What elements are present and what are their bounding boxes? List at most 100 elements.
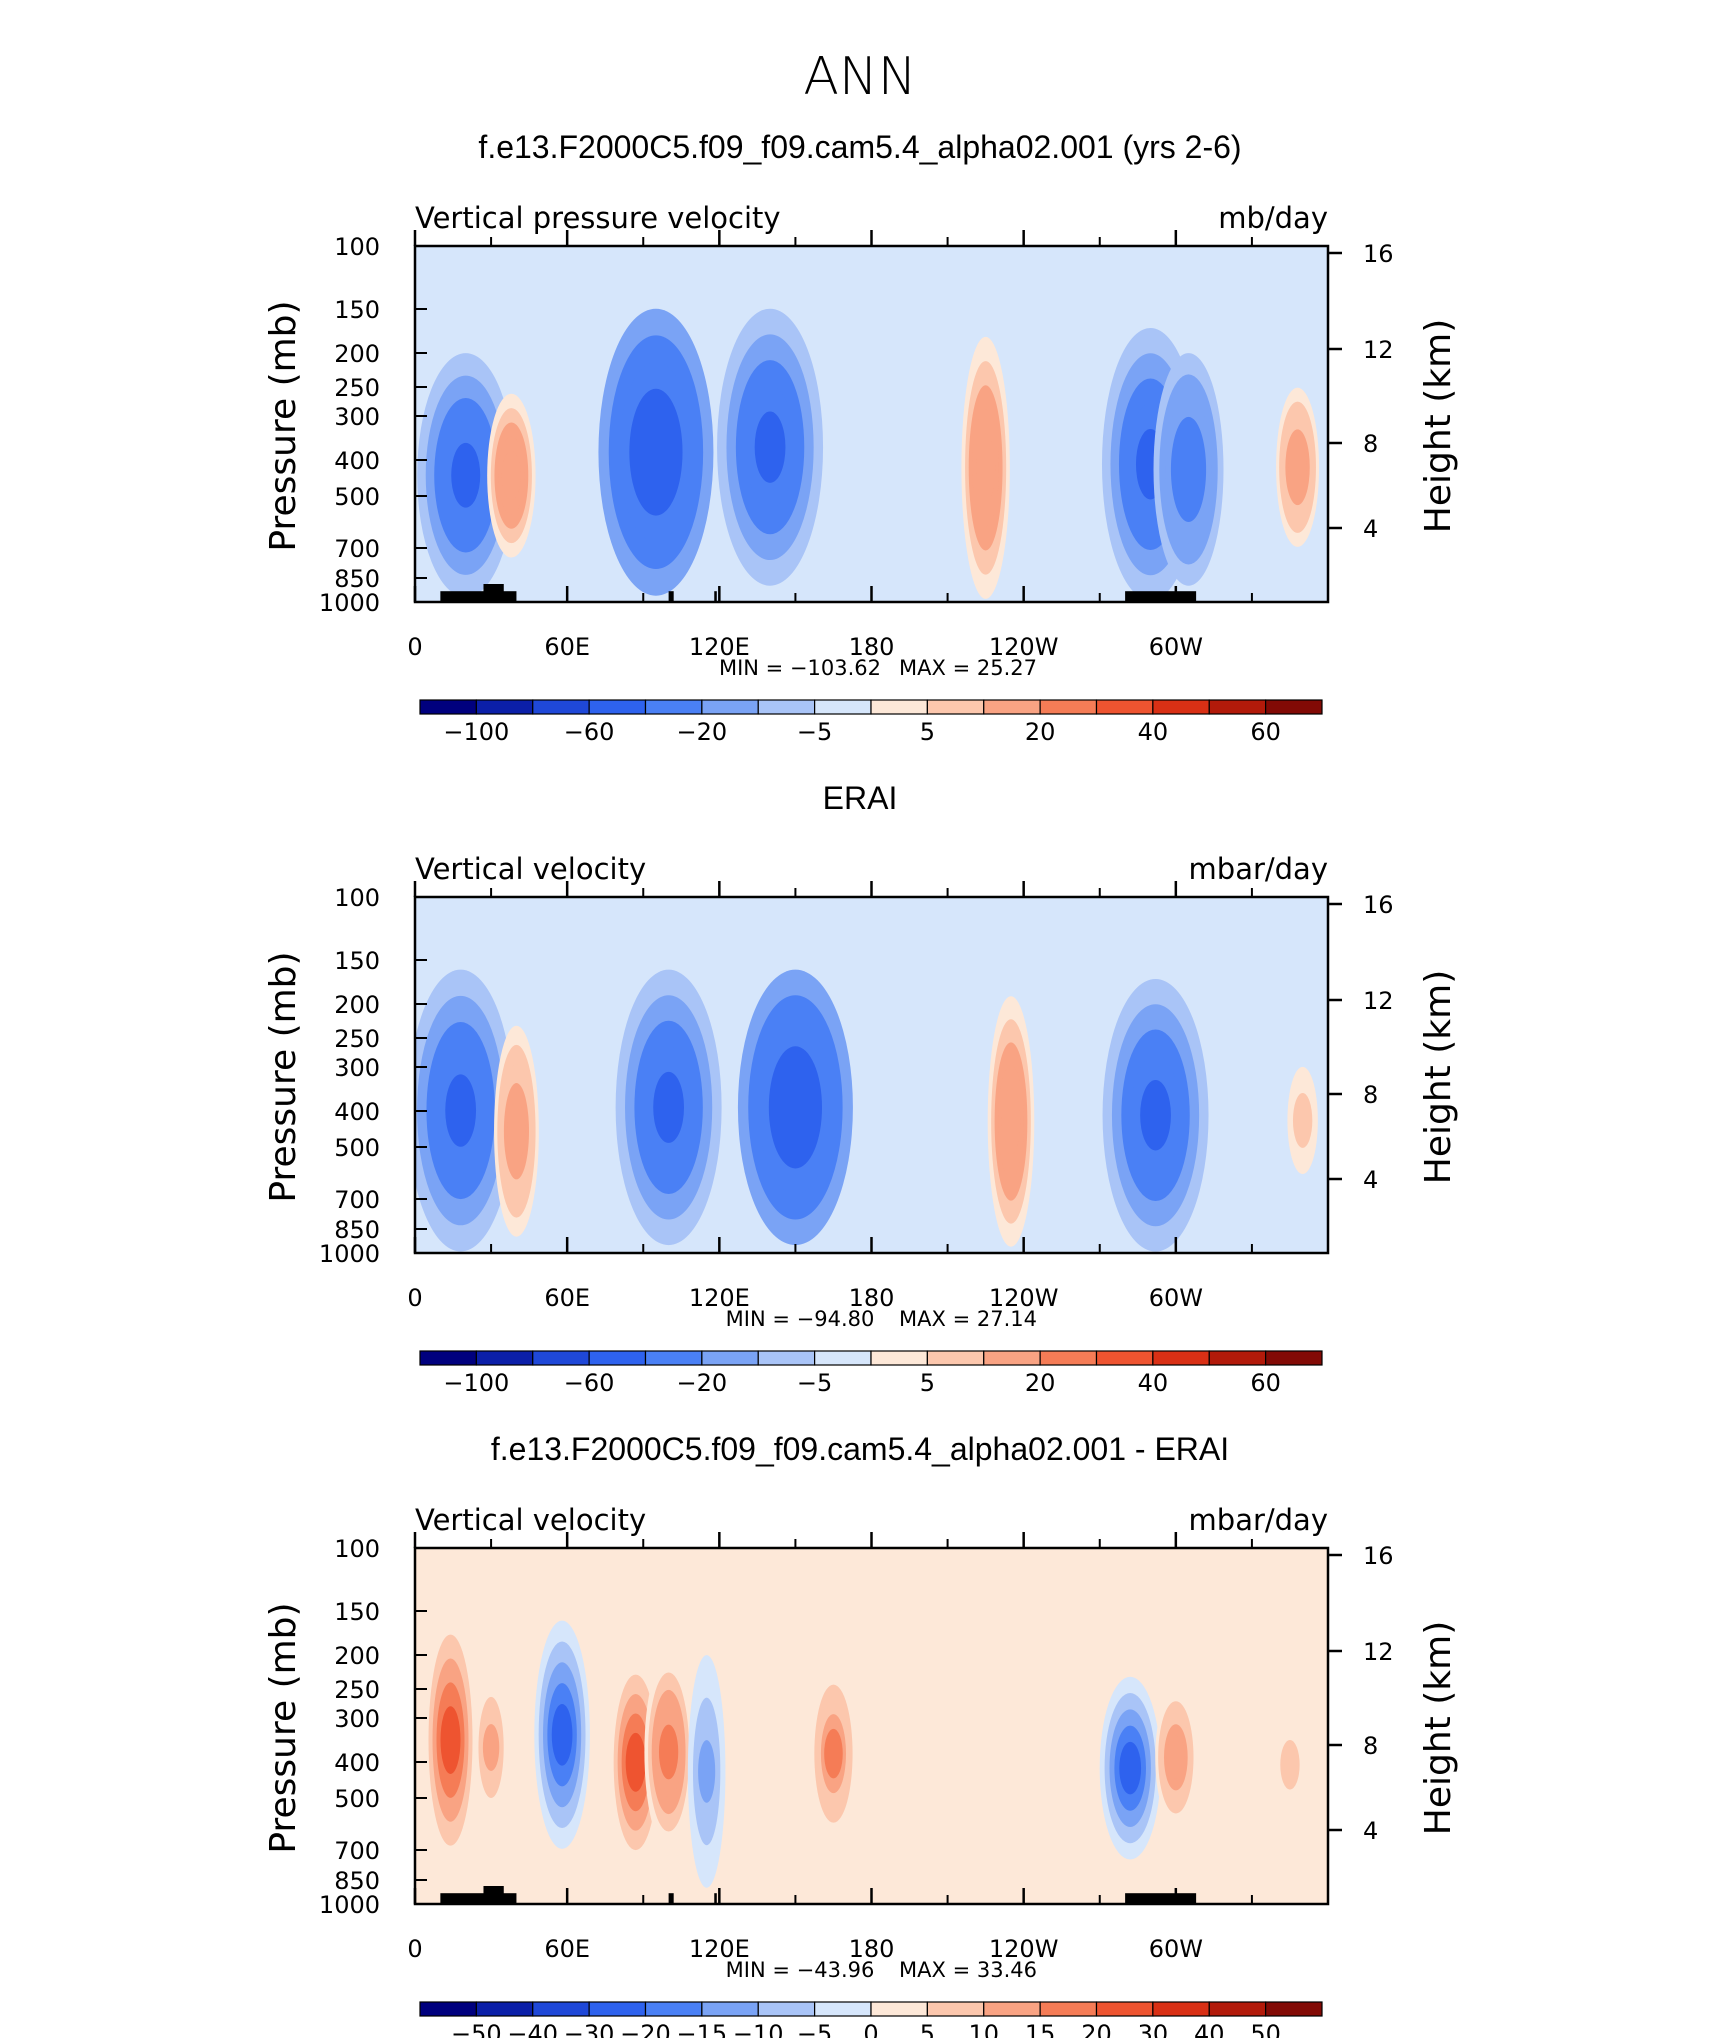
feature-2 <box>487 393 536 558</box>
land-block <box>440 1893 517 1904</box>
y-tick-label: 250 <box>334 374 380 402</box>
contour-band <box>440 1706 461 1774</box>
colorbar-swatch <box>983 699 1041 715</box>
x-tick-label: 120E <box>689 1935 750 1963</box>
x-tick-label: 180 <box>849 1935 895 1963</box>
land-block <box>1125 1893 1197 1904</box>
contour-band <box>1140 1080 1171 1151</box>
x-tick-label: 120E <box>689 633 750 661</box>
y-tick-label: 1000 <box>319 1891 380 1919</box>
colorbar-tick-label: −100 <box>443 1369 509 1397</box>
colorbar-swatch <box>644 1350 703 1366</box>
contour-band <box>975 433 996 503</box>
contour-band <box>658 1724 679 1780</box>
y-axis-label: Pressure (mb) <box>263 1602 304 1853</box>
y-tick-label: 300 <box>334 1705 380 1733</box>
feature-5 <box>644 1655 693 1849</box>
y-axis-label-right: Height (km) <box>1418 319 1459 533</box>
colorbar-tick-label: 40 <box>1138 1369 1169 1397</box>
panel-2: ERAI Vertical velocity mbar/day 0 60E 120E 180… <box>263 780 1459 1397</box>
y-tick-label: 500 <box>334 483 380 511</box>
x-tick-label: 60E <box>544 633 590 661</box>
colorbar-swatch <box>983 1350 1041 1366</box>
colorbar-swatch <box>588 2001 647 2017</box>
land-mask <box>440 1886 1197 1904</box>
colorbar-swatch <box>1152 699 1210 715</box>
y-right-tick-label: 8 <box>1363 1081 1378 1109</box>
colorbar-tick-label: −15 <box>677 2020 728 2038</box>
y-axis-label-right: Height (km) <box>1418 970 1459 1184</box>
colorbar-swatch <box>1208 1350 1267 1366</box>
x-tick-label: 180 <box>849 633 895 661</box>
y-tick-label: 300 <box>334 1054 380 1082</box>
colorbar-tick-label: −5 <box>797 718 832 746</box>
x-tick-label: 60W <box>1149 1284 1203 1312</box>
colorbar-swatch <box>1265 1350 1323 1366</box>
y-axis-label: Pressure (mb) <box>263 300 304 551</box>
feature-7 <box>1287 1066 1318 1175</box>
colorbar-swatch <box>1208 699 1267 715</box>
colorbar-swatch <box>475 2001 534 2017</box>
land-block <box>1125 591 1197 602</box>
colorbar-tick-label: −10 <box>733 2020 784 2038</box>
units-label: mbar/day <box>1189 1503 1328 1537</box>
land-block <box>668 591 674 602</box>
feature-6 <box>687 1655 726 1888</box>
colorbar-swatch <box>757 699 816 715</box>
y-tick-label: 700 <box>334 1837 380 1865</box>
colorbar-tick-label: 10 <box>968 2020 999 2038</box>
colorbar-swatch <box>757 2001 816 2017</box>
land-block <box>440 591 517 602</box>
colorbar-tick-label: 20 <box>1025 1369 1056 1397</box>
colorbar-tick-label: −60 <box>564 1369 615 1397</box>
panel-title: f.e13.F2000C5.f09_f09.cam5.4_alpha02.001… <box>478 129 1241 165</box>
feature-8 <box>1099 1676 1161 1860</box>
colorbar-swatch <box>701 2001 759 2017</box>
colorbar-swatch <box>588 1350 647 1366</box>
contour-band <box>824 1728 843 1779</box>
colorbar-swatch <box>532 699 590 715</box>
panel-title: ERAI <box>823 780 898 816</box>
land-block <box>668 1893 674 1904</box>
x-tick-label: 60W <box>1149 1935 1203 1963</box>
colorbar-tick-label: 30 <box>1138 2020 1169 2038</box>
feature-3 <box>615 969 722 1246</box>
y-tick-label: 400 <box>334 1098 380 1126</box>
colorbar-swatch <box>1152 1350 1210 1366</box>
x-tick-label: 0 <box>407 633 422 661</box>
x-tick-label: 120E <box>689 1284 750 1312</box>
colorbar-swatch <box>475 699 534 715</box>
feature-10 <box>1274 1717 1306 1812</box>
y-tick-label: 150 <box>334 296 380 324</box>
land-mask <box>440 584 1197 602</box>
y-tick-label: 200 <box>334 991 380 1019</box>
colorbar-swatch <box>1265 699 1323 715</box>
y-tick-label: 850 <box>334 565 380 593</box>
x-tick-label: 0 <box>407 1284 422 1312</box>
land-block <box>483 584 504 602</box>
feature-7 <box>811 1669 856 1838</box>
panel-1: f.e13.F2000C5.f09_f09.cam5.4_alpha02.001… <box>263 129 1459 746</box>
contour-band <box>639 415 673 489</box>
y-tick-label: 400 <box>334 447 380 475</box>
y-right-tick-label: 16 <box>1363 891 1394 919</box>
min-label: MIN = −43.96 <box>726 1958 875 1982</box>
y-tick-label: 200 <box>334 340 380 368</box>
contour-band <box>1001 1088 1021 1155</box>
y-tick-label: 500 <box>334 1785 380 1813</box>
units-label: mb/day <box>1218 201 1328 235</box>
colorbar-tick-label: −20 <box>620 2020 671 2038</box>
colorbar-swatch <box>926 1350 985 1366</box>
feature-2 <box>474 1669 509 1826</box>
y-tick-label: 150 <box>334 1598 380 1626</box>
min-label: MIN = −103.62 <box>719 656 881 680</box>
contour-band <box>501 451 522 501</box>
feature-4 <box>737 969 853 1246</box>
y-right-tick-label: 16 <box>1363 1542 1394 1570</box>
colorbar-tick-label: 20 <box>1081 2020 1112 2038</box>
colorbar-tick-label: 15 <box>1025 2020 1056 2038</box>
colorbar-tick-label: −60 <box>564 718 615 746</box>
x-tick-label: 120W <box>989 633 1059 661</box>
feature-3 <box>534 1620 590 1849</box>
contour-band <box>698 1740 716 1803</box>
